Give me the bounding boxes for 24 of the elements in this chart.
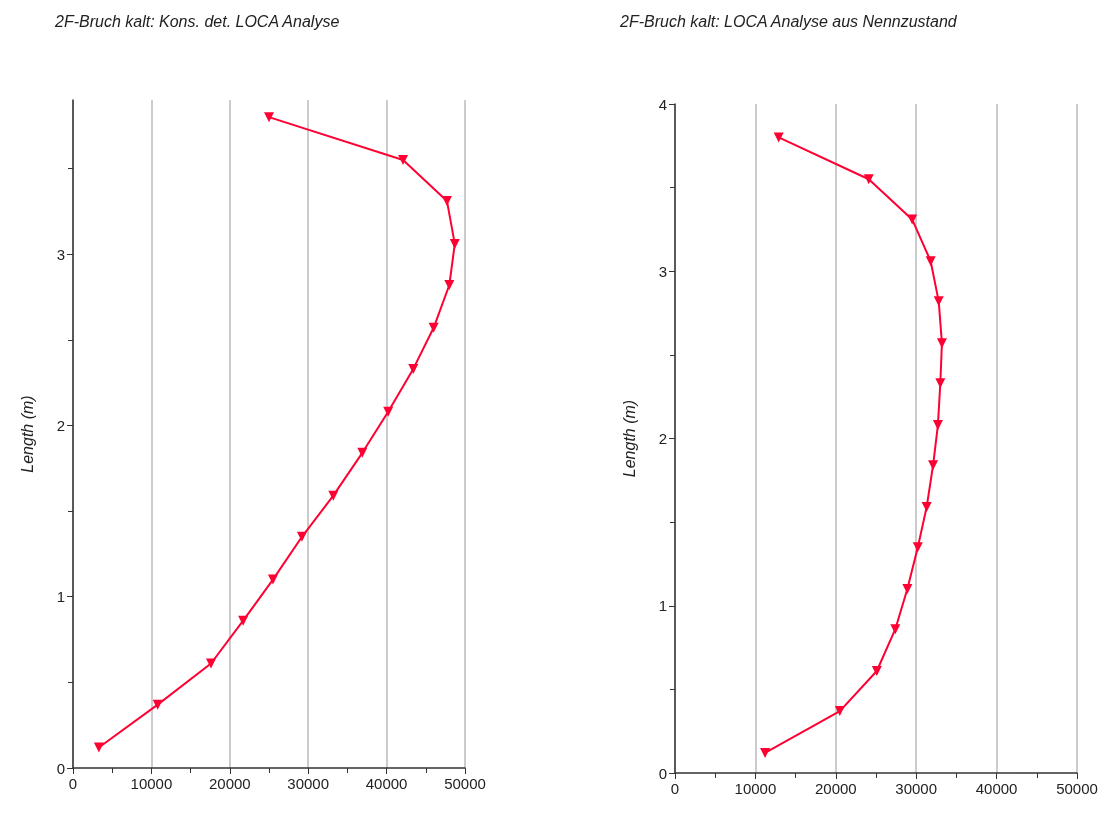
chart-title: 2F-Bruch kalt: LOCA Analyse aus Nennzustand	[619, 12, 958, 30]
x-tick-label: 30000	[895, 780, 938, 797]
y-tick-label: 1	[56, 588, 65, 606]
y-tick-label: 4	[658, 95, 667, 113]
x-tick-label: 40000	[975, 780, 1018, 797]
x-tick-label: 10000	[734, 780, 777, 797]
x-tick-label: 0	[670, 780, 680, 797]
x-tick-label: 0	[68, 775, 78, 792]
x-tick-label: 20000	[814, 780, 857, 797]
y-tick-label: 3	[56, 245, 65, 263]
y-tick-label: 0	[56, 759, 65, 777]
y-tick-label: 1	[658, 597, 667, 615]
y-axis-title: Length (m)	[18, 395, 36, 473]
y-tick-label: 2	[658, 430, 667, 447]
y-axis-title: Length (m)	[620, 399, 638, 478]
y-tick-label: 3	[658, 262, 667, 280]
chart-title: 2F-Bruch kalt: Kons. det. LOCA Analyse	[54, 12, 340, 30]
x-tick-label: 50000	[444, 775, 486, 792]
x-tick-label: 30000	[287, 775, 330, 792]
x-tick-label: 40000	[365, 775, 408, 792]
y-tick-label: 2	[56, 416, 65, 434]
x-tick-label: 50000	[1056, 780, 1098, 797]
x-tick-label: 10000	[130, 775, 173, 792]
x-tick-label: 20000	[208, 775, 251, 792]
